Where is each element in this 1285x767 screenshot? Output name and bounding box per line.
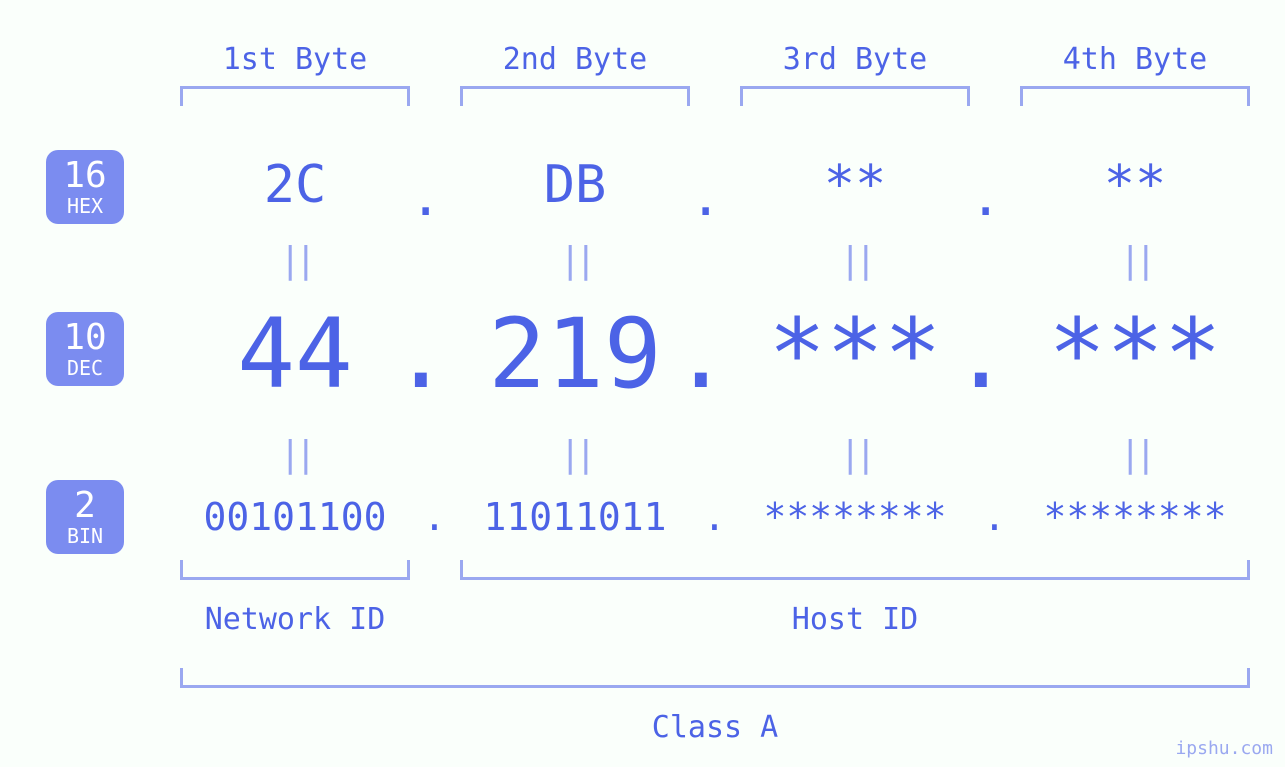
equals-u4: || <box>1115 240 1155 281</box>
equals-u3: || <box>835 240 875 281</box>
dec-byte-3: *** <box>740 298 970 410</box>
equals-u2: || <box>555 240 595 281</box>
bin-byte-2: 11011011 <box>460 495 690 539</box>
byte-header-4: 4th Byte <box>1020 42 1250 77</box>
equals-l1: || <box>275 434 315 475</box>
hex-byte-2: DB <box>460 155 690 215</box>
dec-byte-4: *** <box>1020 298 1250 410</box>
byte-header-3: 3rd Byte <box>740 42 970 77</box>
equals-l2: || <box>555 434 595 475</box>
dec-badge-num: 10 <box>63 320 106 356</box>
dec-byte-2: 219 <box>460 298 690 410</box>
top-bracket-3 <box>740 86 970 106</box>
hex-byte-3: ** <box>740 155 970 215</box>
class-label: Class A <box>180 710 1250 745</box>
bin-dot-2: . <box>703 495 726 539</box>
hex-dot-2: . <box>690 168 721 228</box>
hex-badge-num: 16 <box>63 158 106 194</box>
bin-dot-3: . <box>983 495 1006 539</box>
bin-badge-sys: BIN <box>67 526 103 546</box>
hex-dot-1: . <box>410 168 441 228</box>
byte-header-1: 1st Byte <box>180 42 410 77</box>
bin-byte-1: 00101100 <box>180 495 410 539</box>
host-bracket <box>460 560 1250 580</box>
class-bracket <box>180 668 1250 688</box>
top-bracket-1 <box>180 86 410 106</box>
hex-byte-1: 2C <box>180 155 410 215</box>
hex-badge-sys: HEX <box>67 196 103 216</box>
dec-dot-2: . <box>672 298 730 410</box>
network-bracket <box>180 560 410 580</box>
dec-byte-1: 44 <box>180 298 410 410</box>
bin-badge: 2 BIN <box>46 480 124 554</box>
bin-badge-num: 2 <box>74 488 96 524</box>
dec-badge-sys: DEC <box>67 358 103 378</box>
bin-byte-4: ******** <box>1020 495 1250 539</box>
hex-badge: 16 HEX <box>46 150 124 224</box>
equals-l4: || <box>1115 434 1155 475</box>
byte-header-2: 2nd Byte <box>460 42 690 77</box>
hex-dot-3: . <box>970 168 1001 228</box>
dec-badge: 10 DEC <box>46 312 124 386</box>
bin-byte-3: ******** <box>740 495 970 539</box>
equals-l3: || <box>835 434 875 475</box>
host-id-label: Host ID <box>460 602 1250 637</box>
watermark: ipshu.com <box>1175 738 1273 759</box>
ip-notation-diagram: 1st Byte 2nd Byte 3rd Byte 4th Byte 16 H… <box>0 0 1285 767</box>
dec-dot-3: . <box>952 298 1010 410</box>
top-bracket-2 <box>460 86 690 106</box>
equals-u1: || <box>275 240 315 281</box>
top-bracket-4 <box>1020 86 1250 106</box>
network-id-label: Network ID <box>180 602 410 637</box>
bin-dot-1: . <box>423 495 446 539</box>
hex-byte-4: ** <box>1020 155 1250 215</box>
dec-dot-1: . <box>392 298 450 410</box>
